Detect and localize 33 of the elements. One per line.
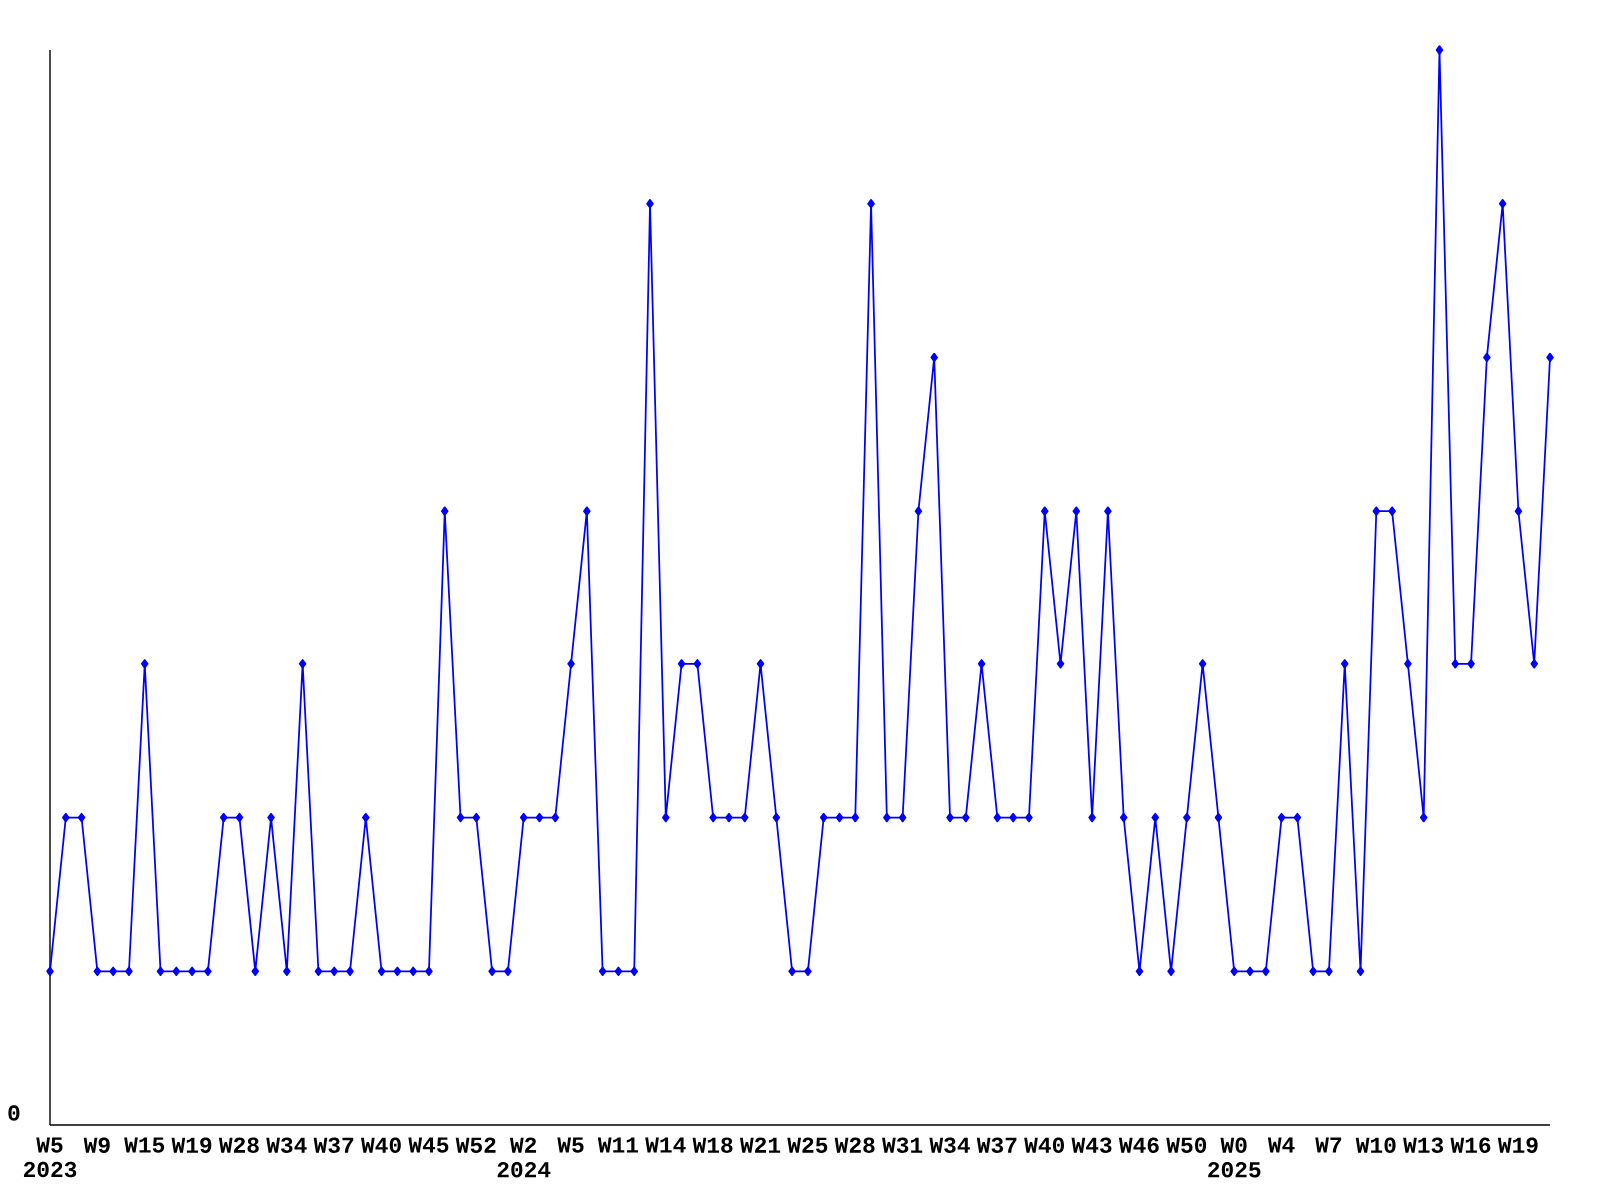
- x-tick-label: W40: [361, 1137, 401, 1153]
- x-tick-label: W0 2025: [1208, 1137, 1261, 1178]
- x-tick-label: W21: [739, 1137, 781, 1153]
- x-tick-label: W45: [408, 1137, 449, 1153]
- x-tick-label: W37: [313, 1137, 354, 1153]
- x-tick-label: W28: [218, 1137, 259, 1153]
- x-tick-label: W10: [1355, 1137, 1396, 1153]
- x-tick-label: W11: [597, 1137, 639, 1153]
- x-tick-label: W2 2024: [497, 1137, 551, 1178]
- x-tick-label: W13: [1403, 1137, 1444, 1153]
- x-tick-label: W16: [1450, 1137, 1491, 1153]
- x-tick-label: W25: [787, 1137, 828, 1153]
- text: 0: [8, 1105, 20, 1121]
- x-tick-label: W46: [1118, 1137, 1159, 1153]
- x-tick-label: W52: [455, 1137, 496, 1153]
- x-tick-label: W34: [266, 1137, 307, 1153]
- x-tick-label: W5: [557, 1137, 584, 1153]
- x-tick-label: W50: [1166, 1137, 1207, 1153]
- x-tick-label: W7: [1315, 1137, 1342, 1153]
- x-tick-label: W9: [83, 1137, 110, 1153]
- x-tick-label: W4: [1267, 1137, 1295, 1153]
- x-tick-label: W34: [929, 1137, 970, 1153]
- x-tick-label: W15: [124, 1137, 165, 1153]
- x-tick-label: W14: [645, 1137, 686, 1153]
- x-tick-label: W5 2023: [23, 1137, 77, 1178]
- x-tick-label: W18: [692, 1137, 733, 1153]
- x-tick-label: W40: [1024, 1137, 1064, 1153]
- x-tick-label: W19: [1497, 1137, 1538, 1153]
- x-tick-label: W37: [976, 1137, 1017, 1153]
- x-tick-label: W28: [834, 1137, 875, 1153]
- x-tick-label: W31: [882, 1137, 923, 1153]
- x-tick-label: W19: [171, 1137, 212, 1153]
- x-tick-label: W43: [1071, 1137, 1112, 1153]
